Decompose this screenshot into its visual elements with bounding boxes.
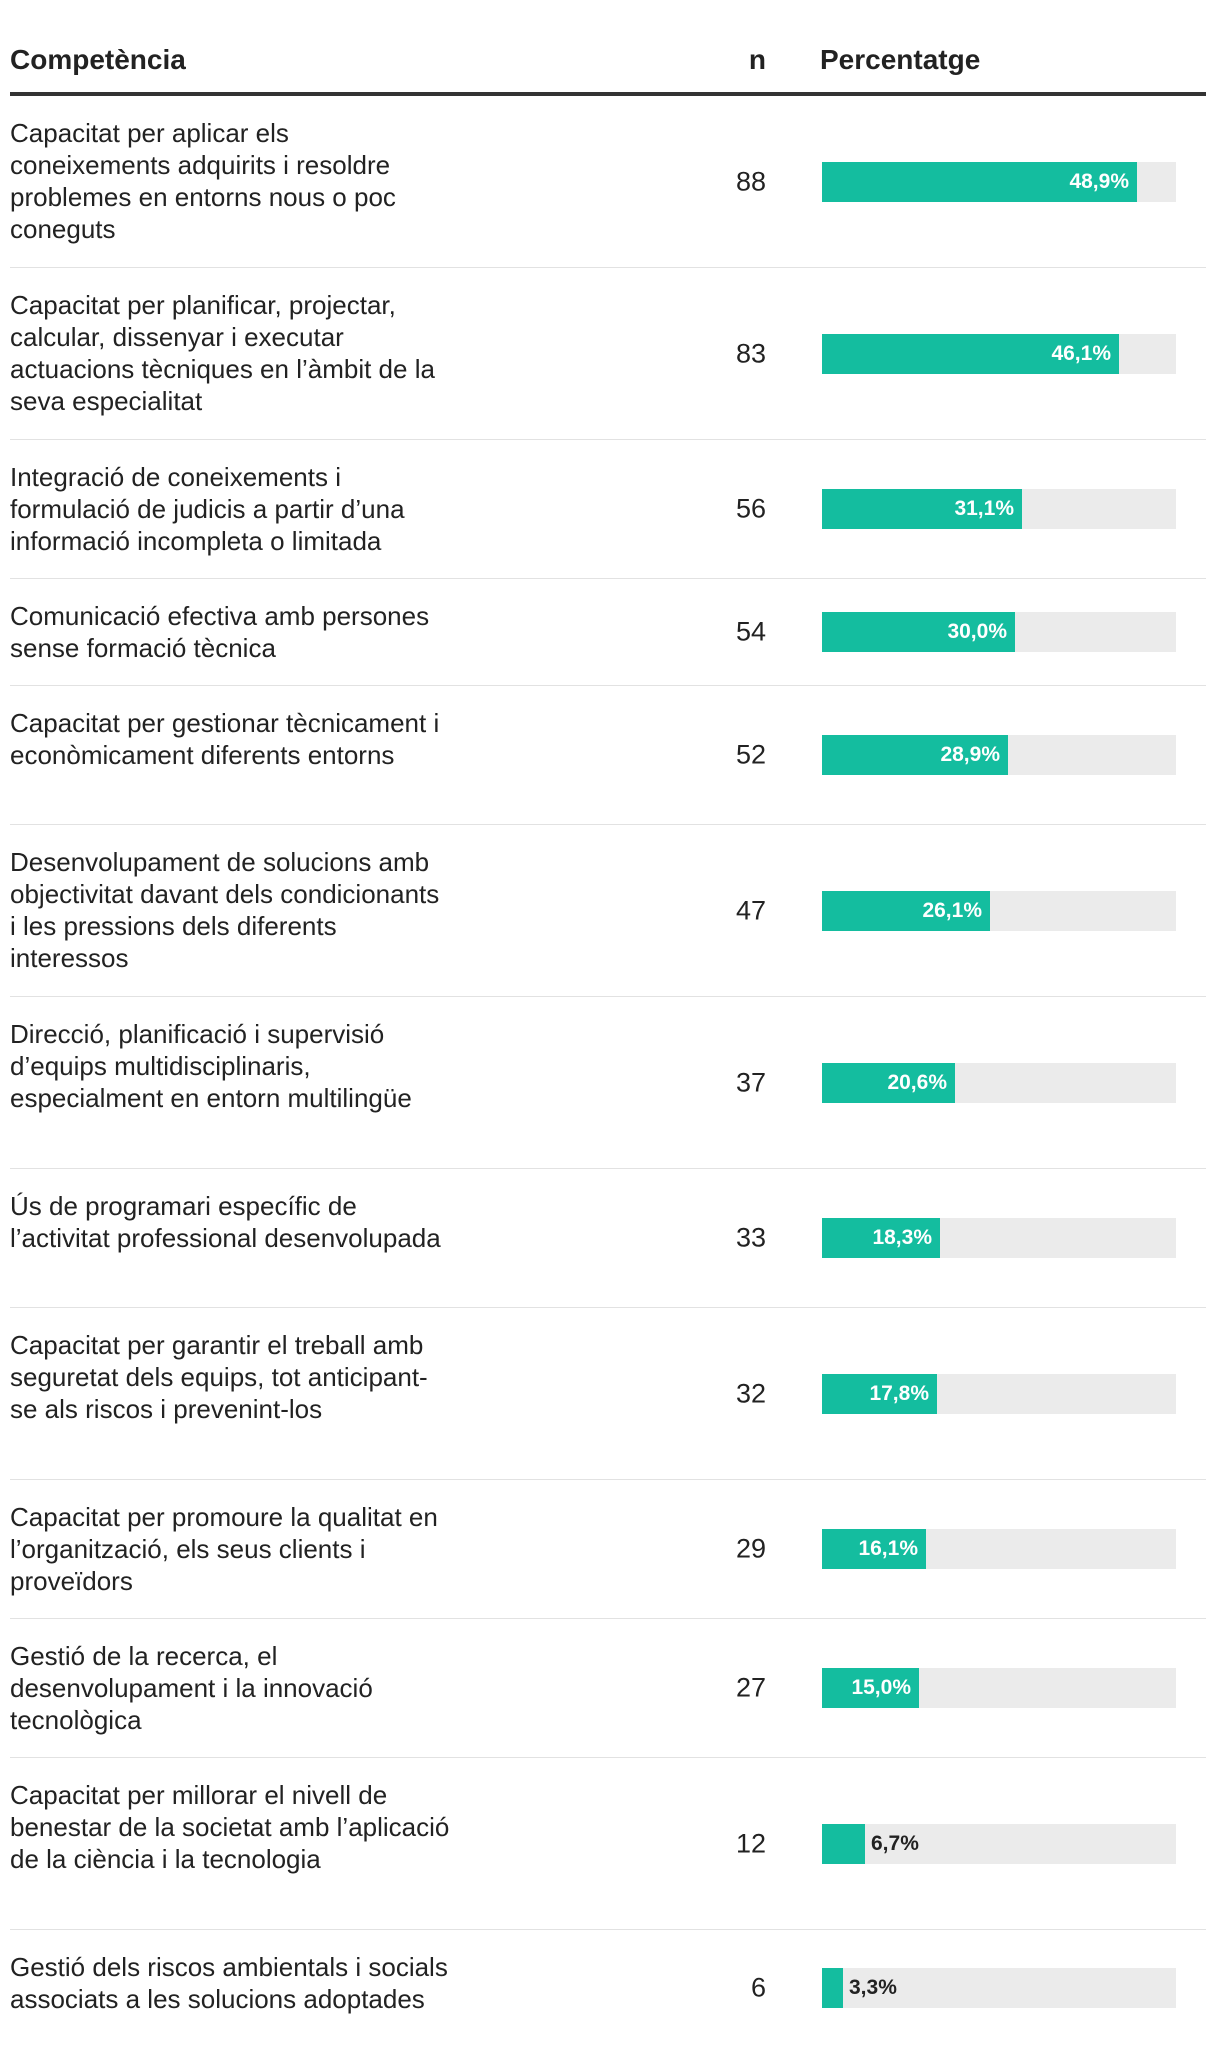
row-n-value: 27	[735, 1672, 766, 1703]
bar-value-label: 6,7%	[871, 1831, 919, 1855]
bar-track: 3,3%	[822, 1968, 1176, 2008]
bar-value-label: 28,9%	[940, 743, 1000, 766]
bar-value-label: 26,1%	[922, 898, 982, 922]
bar-value-label: 3,3%	[849, 1976, 897, 1999]
row-label: Ús de programari específic de l’activita…	[10, 1191, 441, 1253]
row-n-value: 52	[735, 739, 766, 770]
bar-value-label: 20,6%	[887, 1070, 947, 1094]
row-n-value: 54	[735, 616, 766, 647]
bar-track: 18,3%	[822, 1218, 1176, 1258]
bar-fill	[822, 1062, 955, 1103]
table-row: Integració de coneixements i formulació …	[10, 440, 1206, 579]
header-competence: Competència	[10, 44, 186, 75]
bar-fill	[822, 612, 1015, 652]
row-n-value: 32	[735, 1378, 766, 1408]
table-row: Capacitat per promoure la qualitat en l’…	[10, 1480, 1206, 1619]
bar-fill	[822, 890, 990, 931]
row-label: Capacitat per garantir el treball amb se…	[10, 1330, 428, 1424]
bar-track: 15,0%	[822, 1668, 1176, 1708]
bar-value-label: 17,8%	[869, 1381, 929, 1405]
bar-value-label: 48,9%	[1069, 169, 1129, 193]
bar-fill	[822, 735, 1008, 775]
row-n-value: 47	[735, 895, 766, 925]
table-row: Capacitat per aplicar els coneixements a…	[10, 96, 1206, 268]
bar-track: 26,1%	[822, 890, 1176, 931]
header-n: n	[748, 44, 766, 75]
bar-fill	[822, 1218, 940, 1258]
bar-track: 16,1%	[822, 1529, 1176, 1569]
row-label: Comunicació efectiva amb persones sense …	[10, 601, 430, 663]
bar-value-label: 15,0%	[851, 1676, 911, 1699]
row-label: Desenvolupament de solucions amb objecti…	[10, 847, 440, 973]
bar-value-label: 16,1%	[858, 1537, 918, 1560]
row-label: Capacitat per promoure la qualitat en l’…	[10, 1502, 438, 1596]
bar-track: 6,7%	[822, 1823, 1176, 1864]
bar-fill	[822, 1668, 919, 1708]
row-n-value: 37	[735, 1067, 766, 1097]
row-n-value: 88	[735, 166, 766, 196]
table-row: Comunicació efectiva amb persones sense …	[10, 579, 1206, 686]
row-label: Direcció, planificació i supervisió d’eq…	[10, 1019, 412, 1113]
bar-value-label: 30,0%	[947, 620, 1007, 643]
bar-fill	[822, 161, 1137, 202]
bar-track: 28,9%	[822, 735, 1176, 775]
row-label: Gestió dels riscos ambientals i socials …	[10, 1952, 448, 2014]
competence-table: Competència n Percentatge Capacitat per …	[10, 0, 1206, 2046]
table-row: Gestió de la recerca, el desenvolupament…	[10, 1619, 1206, 1758]
row-label: Capacitat per gestionar tècnicament i ec…	[10, 708, 440, 770]
table-header: Competència n Percentatge	[10, 0, 1206, 96]
bar-fill	[822, 1823, 865, 1864]
table-row: Desenvolupament de solucions amb objecti…	[10, 825, 1206, 997]
row-n-value: 83	[735, 338, 766, 368]
bar-fill	[822, 333, 1119, 374]
bar-track: 30,0%	[822, 612, 1176, 652]
table-row: Ús de programari específic de l’activita…	[10, 1169, 1206, 1308]
row-label: Capacitat per aplicar els coneixements a…	[10, 118, 396, 244]
table-row: Gestió dels riscos ambientals i socials …	[10, 1930, 1206, 2046]
bar-track: 48,9%	[822, 161, 1176, 202]
bar-track: 31,1%	[822, 489, 1176, 529]
row-label: Gestió de la recerca, el desenvolupament…	[10, 1641, 373, 1735]
bar-value-label: 31,1%	[954, 497, 1014, 520]
table-row: Capacitat per gestionar tècnicament i ec…	[10, 686, 1206, 825]
bar-track: 17,8%	[822, 1373, 1176, 1414]
bar-fill	[822, 489, 1022, 529]
bar-fill	[822, 1529, 926, 1569]
row-label: Integració de coneixements i formulació …	[10, 462, 405, 556]
row-label: Capacitat per millorar el nivell de bene…	[10, 1780, 450, 1874]
bar-value-label: 18,3%	[872, 1226, 932, 1249]
row-n-value: 29	[735, 1533, 766, 1564]
row-n-value: 6	[750, 1972, 766, 2003]
table-body: Capacitat per aplicar els coneixements a…	[10, 96, 1206, 2046]
row-n-value: 56	[735, 493, 766, 524]
bar-track: 20,6%	[822, 1062, 1176, 1103]
table-row: Direcció, planificació i supervisió d’eq…	[10, 997, 1206, 1169]
bar-fill	[822, 1968, 843, 2008]
table-row: Capacitat per planificar, projectar, cal…	[10, 268, 1206, 440]
row-n-value: 12	[735, 1828, 766, 1858]
row-label: Capacitat per planificar, projectar, cal…	[10, 290, 435, 416]
row-n-value: 33	[735, 1222, 766, 1253]
header-percentage: Percentatge	[820, 44, 981, 75]
table-row: Capacitat per garantir el treball amb se…	[10, 1308, 1206, 1480]
bar-fill	[822, 1373, 937, 1414]
bar-track: 46,1%	[822, 333, 1176, 374]
table-row: Capacitat per millorar el nivell de bene…	[10, 1758, 1206, 1930]
bar-value-label: 46,1%	[1051, 341, 1111, 365]
